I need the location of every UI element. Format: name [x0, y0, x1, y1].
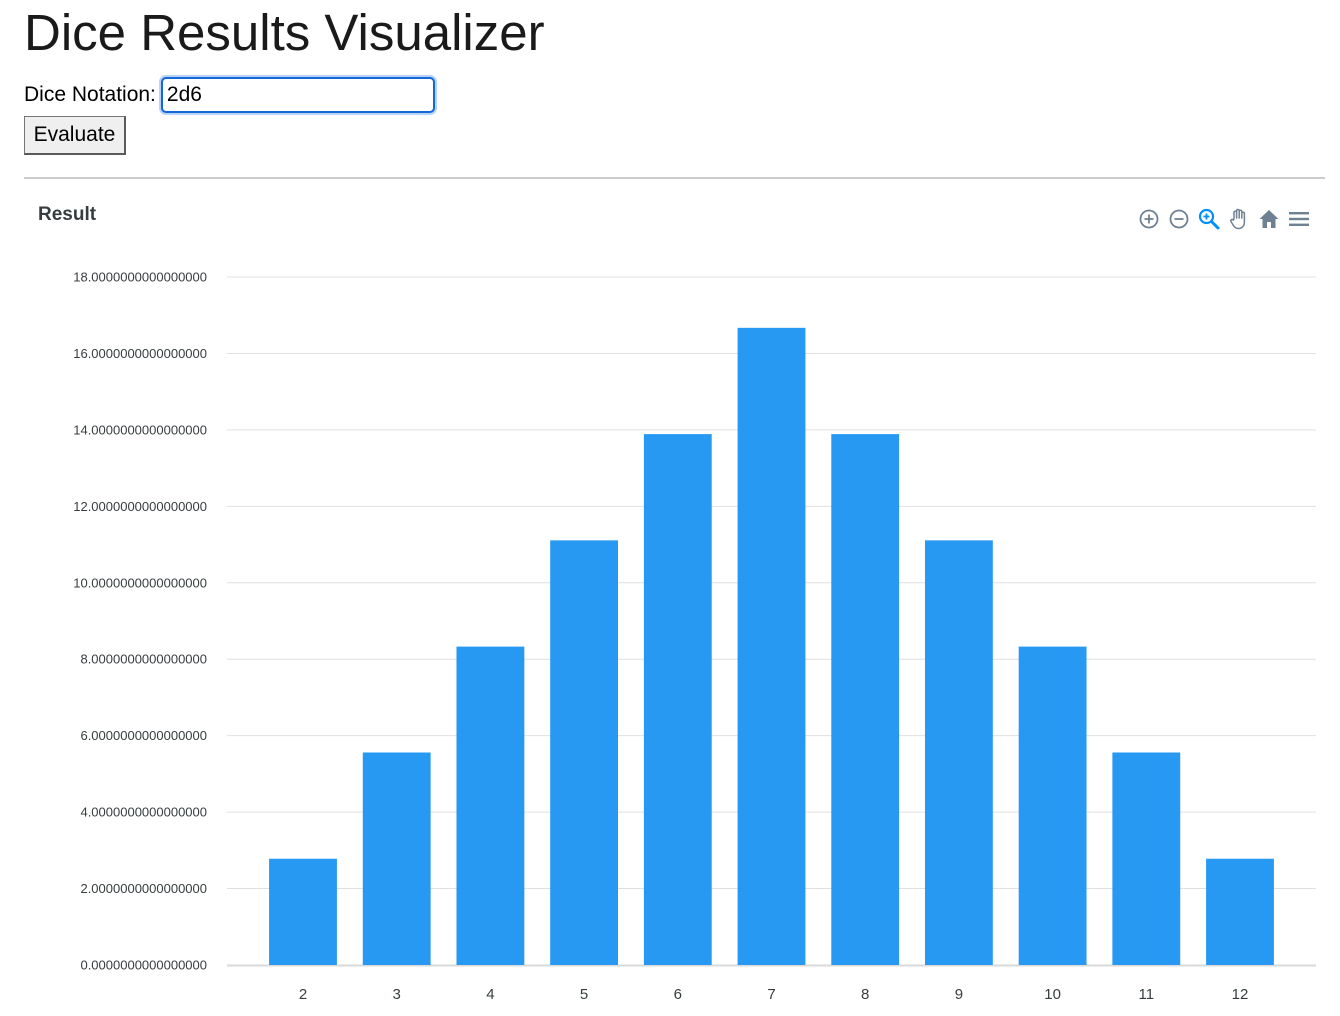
- chart-toolbar: [1134, 204, 1314, 234]
- reset-home-icon[interactable]: [1254, 204, 1284, 234]
- x-tick-label: 12: [1232, 986, 1249, 1003]
- zoom-out-icon[interactable]: [1164, 204, 1194, 234]
- bar: [643, 434, 712, 965]
- bar: [269, 858, 337, 965]
- y-tick-label: 0.0000000000000000: [80, 958, 207, 973]
- bar: [1206, 858, 1274, 965]
- evaluate-button[interactable]: Evaluate: [24, 116, 126, 155]
- x-tick-label: 6: [674, 986, 682, 1003]
- y-tick-label: 12.0000000000000000: [73, 499, 207, 514]
- x-tick-label: 5: [580, 986, 588, 1003]
- x-tick-label: 11: [1139, 986, 1155, 1003]
- x-tick-label: 7: [767, 986, 775, 1003]
- zoom-in-icon[interactable]: [1134, 204, 1164, 234]
- x-tick-label: 3: [393, 986, 401, 1003]
- y-tick-label: 2.0000000000000000: [80, 881, 207, 896]
- dice-notation-label: Dice Notation:: [24, 83, 156, 106]
- bar-chart: 0.0000000000000000 2.0000000000000000 4.00…: [73, 270, 1316, 1003]
- bar: [550, 540, 619, 965]
- bar: [456, 646, 525, 965]
- bar: [924, 540, 993, 965]
- bar: [362, 752, 431, 965]
- bar: [1018, 646, 1087, 965]
- dice-notation-row: Dice Notation:: [24, 74, 435, 116]
- pan-hand-icon[interactable]: [1224, 204, 1254, 234]
- x-tick-label: 2: [299, 986, 307, 1003]
- bar: [737, 327, 806, 965]
- y-tick-label: 8.0000000000000000: [80, 652, 207, 667]
- page-title: Dice Results Visualizer: [24, 4, 545, 61]
- y-tick-label: 18.0000000000000000: [73, 270, 207, 285]
- chart-title: Result: [38, 204, 97, 225]
- selection-zoom-icon[interactable]: [1194, 204, 1224, 234]
- y-tick-label: 16.0000000000000000: [73, 346, 207, 361]
- bar: [1112, 752, 1181, 965]
- y-tick-label: 14.0000000000000000: [73, 422, 207, 437]
- y-tick-label: 10.0000000000000000: [73, 575, 207, 590]
- x-tick-label: 9: [955, 986, 963, 1003]
- bar: [831, 434, 900, 965]
- x-tick-label: 8: [861, 986, 869, 1003]
- dice-notation-input[interactable]: [160, 77, 435, 113]
- menu-icon[interactable]: [1284, 204, 1314, 234]
- divider: [24, 177, 1325, 179]
- x-tick-label: 4: [486, 986, 494, 1003]
- y-tick-label: 4.0000000000000000: [80, 805, 207, 820]
- x-tick-label: 10: [1044, 986, 1061, 1003]
- y-tick-label: 6.0000000000000000: [80, 728, 207, 743]
